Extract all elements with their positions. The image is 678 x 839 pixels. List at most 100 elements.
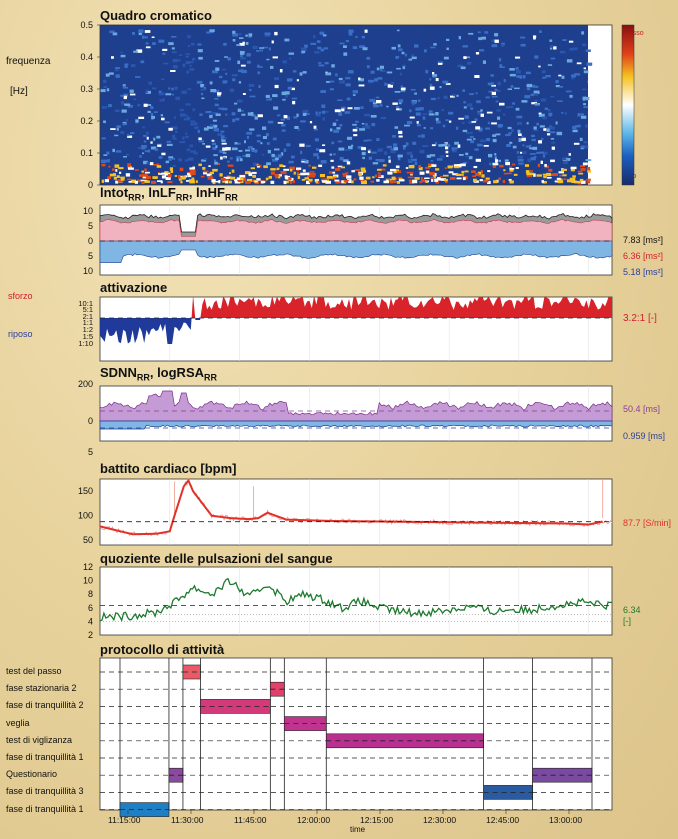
spectrogram-speck — [179, 167, 184, 172]
spectrogram-speck — [173, 116, 176, 119]
spectrogram-speck — [200, 92, 204, 96]
spectrogram-speck — [372, 99, 378, 103]
spectrogram-speck — [448, 120, 452, 123]
spectrogram-speck — [380, 70, 386, 72]
spectrogram-speck — [444, 178, 448, 182]
spectrogram-speck — [125, 119, 128, 122]
spectrogram-speck — [334, 109, 341, 113]
spectrogram-speck — [458, 36, 461, 40]
spectrogram-speck — [138, 116, 145, 119]
spectrogram-speck — [318, 62, 322, 64]
spectrogram-speck — [147, 110, 151, 113]
spectrogram-speck — [499, 164, 504, 168]
spectrogram-speck — [548, 113, 552, 117]
spectrogram-speck — [100, 159, 107, 164]
spectrogram-speck — [445, 150, 449, 154]
spectrogram-speck — [224, 137, 227, 139]
spectrogram-speck — [271, 153, 275, 157]
spectrogram-speck — [339, 124, 343, 127]
spectrogram-speck — [202, 143, 205, 145]
spectrogram-speck — [168, 156, 174, 159]
spectrogram-speck — [145, 90, 151, 94]
spectrogram-speck — [435, 180, 439, 184]
spectrogram-speck — [475, 126, 481, 130]
spectrogram-speck — [128, 181, 134, 183]
spectrogram-speck — [266, 162, 271, 166]
spectrogram-speck — [347, 70, 354, 74]
spectrogram-speck — [507, 172, 513, 175]
spectrogram-speck — [178, 54, 183, 56]
spectrogram-speck — [310, 42, 316, 45]
sdnn-title: SDNNRR, logRSARR — [100, 365, 217, 383]
spectrogram-speck — [508, 132, 512, 134]
spectrogram-speck — [420, 177, 423, 181]
spectrogram-speck — [445, 81, 448, 83]
spectrogram-speck — [146, 136, 149, 140]
spectrogram-speck — [202, 170, 209, 173]
spectrogram-speck — [542, 181, 547, 184]
spectrogram-speck — [140, 60, 145, 64]
spectrogram-speck — [312, 166, 317, 169]
spectrogram-speck — [366, 56, 371, 60]
spectrogram-speck — [203, 127, 209, 131]
spectrogram-speck — [440, 178, 447, 181]
spectrogram-speck — [178, 178, 183, 181]
spectrogram-speck — [257, 64, 260, 67]
spectrogram-speck — [183, 114, 188, 117]
spectrogram-speck — [504, 159, 509, 162]
spectrogram-speck — [306, 180, 310, 185]
spectrogram-speck — [165, 176, 171, 180]
spectrogram-speck — [149, 162, 154, 166]
spectrogram-speck — [281, 129, 286, 132]
spectrogram-speck — [265, 177, 269, 181]
spectrogram-speck — [187, 172, 192, 176]
spectrogram-speck — [355, 36, 358, 38]
spectrogram-speck — [113, 177, 117, 180]
spectrogram-speck — [551, 141, 555, 144]
spectrogram-speck — [213, 89, 220, 93]
spectrogram-speck — [126, 153, 129, 156]
spectrogram-speck — [405, 142, 409, 146]
spectrogram-speck — [152, 87, 157, 90]
spectrogram-speck — [274, 31, 278, 36]
spectrogram-speck — [215, 180, 221, 183]
spectrogram-speck — [390, 150, 396, 154]
spectrogram-speck — [521, 135, 524, 139]
spectrogram-speck — [160, 114, 163, 117]
spectrogram-speck — [178, 175, 180, 179]
spectrogram-speck — [442, 174, 449, 177]
spectrogram-speck — [254, 116, 258, 120]
spectrogram-speck — [570, 167, 575, 172]
heart-rate-line — [99, 478, 603, 536]
spectrogram-speck — [466, 138, 472, 141]
spectrogram-speck — [166, 143, 173, 146]
spectrogram-speck — [334, 179, 340, 182]
spectrogram-speck — [520, 43, 526, 47]
spectrogram-speck — [232, 33, 239, 37]
spectrogram-speck — [325, 111, 329, 113]
spectrogram-speck — [418, 107, 424, 111]
spectrogram-speck — [172, 137, 177, 140]
sdnn-value: 50.4 [ms] — [623, 404, 661, 414]
spectrogram-speck — [167, 181, 173, 184]
spectrogram-speck — [465, 155, 470, 158]
spectrogram-speck — [296, 172, 299, 175]
spectrogram-speck — [430, 176, 435, 179]
spectrogram-speck — [464, 115, 469, 119]
spectrogram-speck — [151, 115, 155, 119]
spectrogram-speck — [395, 106, 400, 109]
spectrogram-speck — [232, 78, 236, 82]
spectrogram-speck — [359, 45, 365, 49]
spectrogram-speck — [207, 126, 213, 129]
spectrogram-speck — [529, 147, 533, 150]
spectrogram-speck — [477, 112, 481, 115]
spectrogram-speck — [370, 115, 377, 118]
spectrogram-speck — [492, 138, 497, 143]
spectrogram-speck — [237, 108, 241, 112]
spectrogram-speck — [291, 97, 298, 100]
spectrogram-speck — [501, 44, 504, 47]
spectrogram-speck — [215, 113, 221, 116]
spectrogram-speck — [541, 180, 544, 183]
spectrogram-speck — [142, 176, 146, 179]
spectrogram-speck — [178, 176, 183, 178]
